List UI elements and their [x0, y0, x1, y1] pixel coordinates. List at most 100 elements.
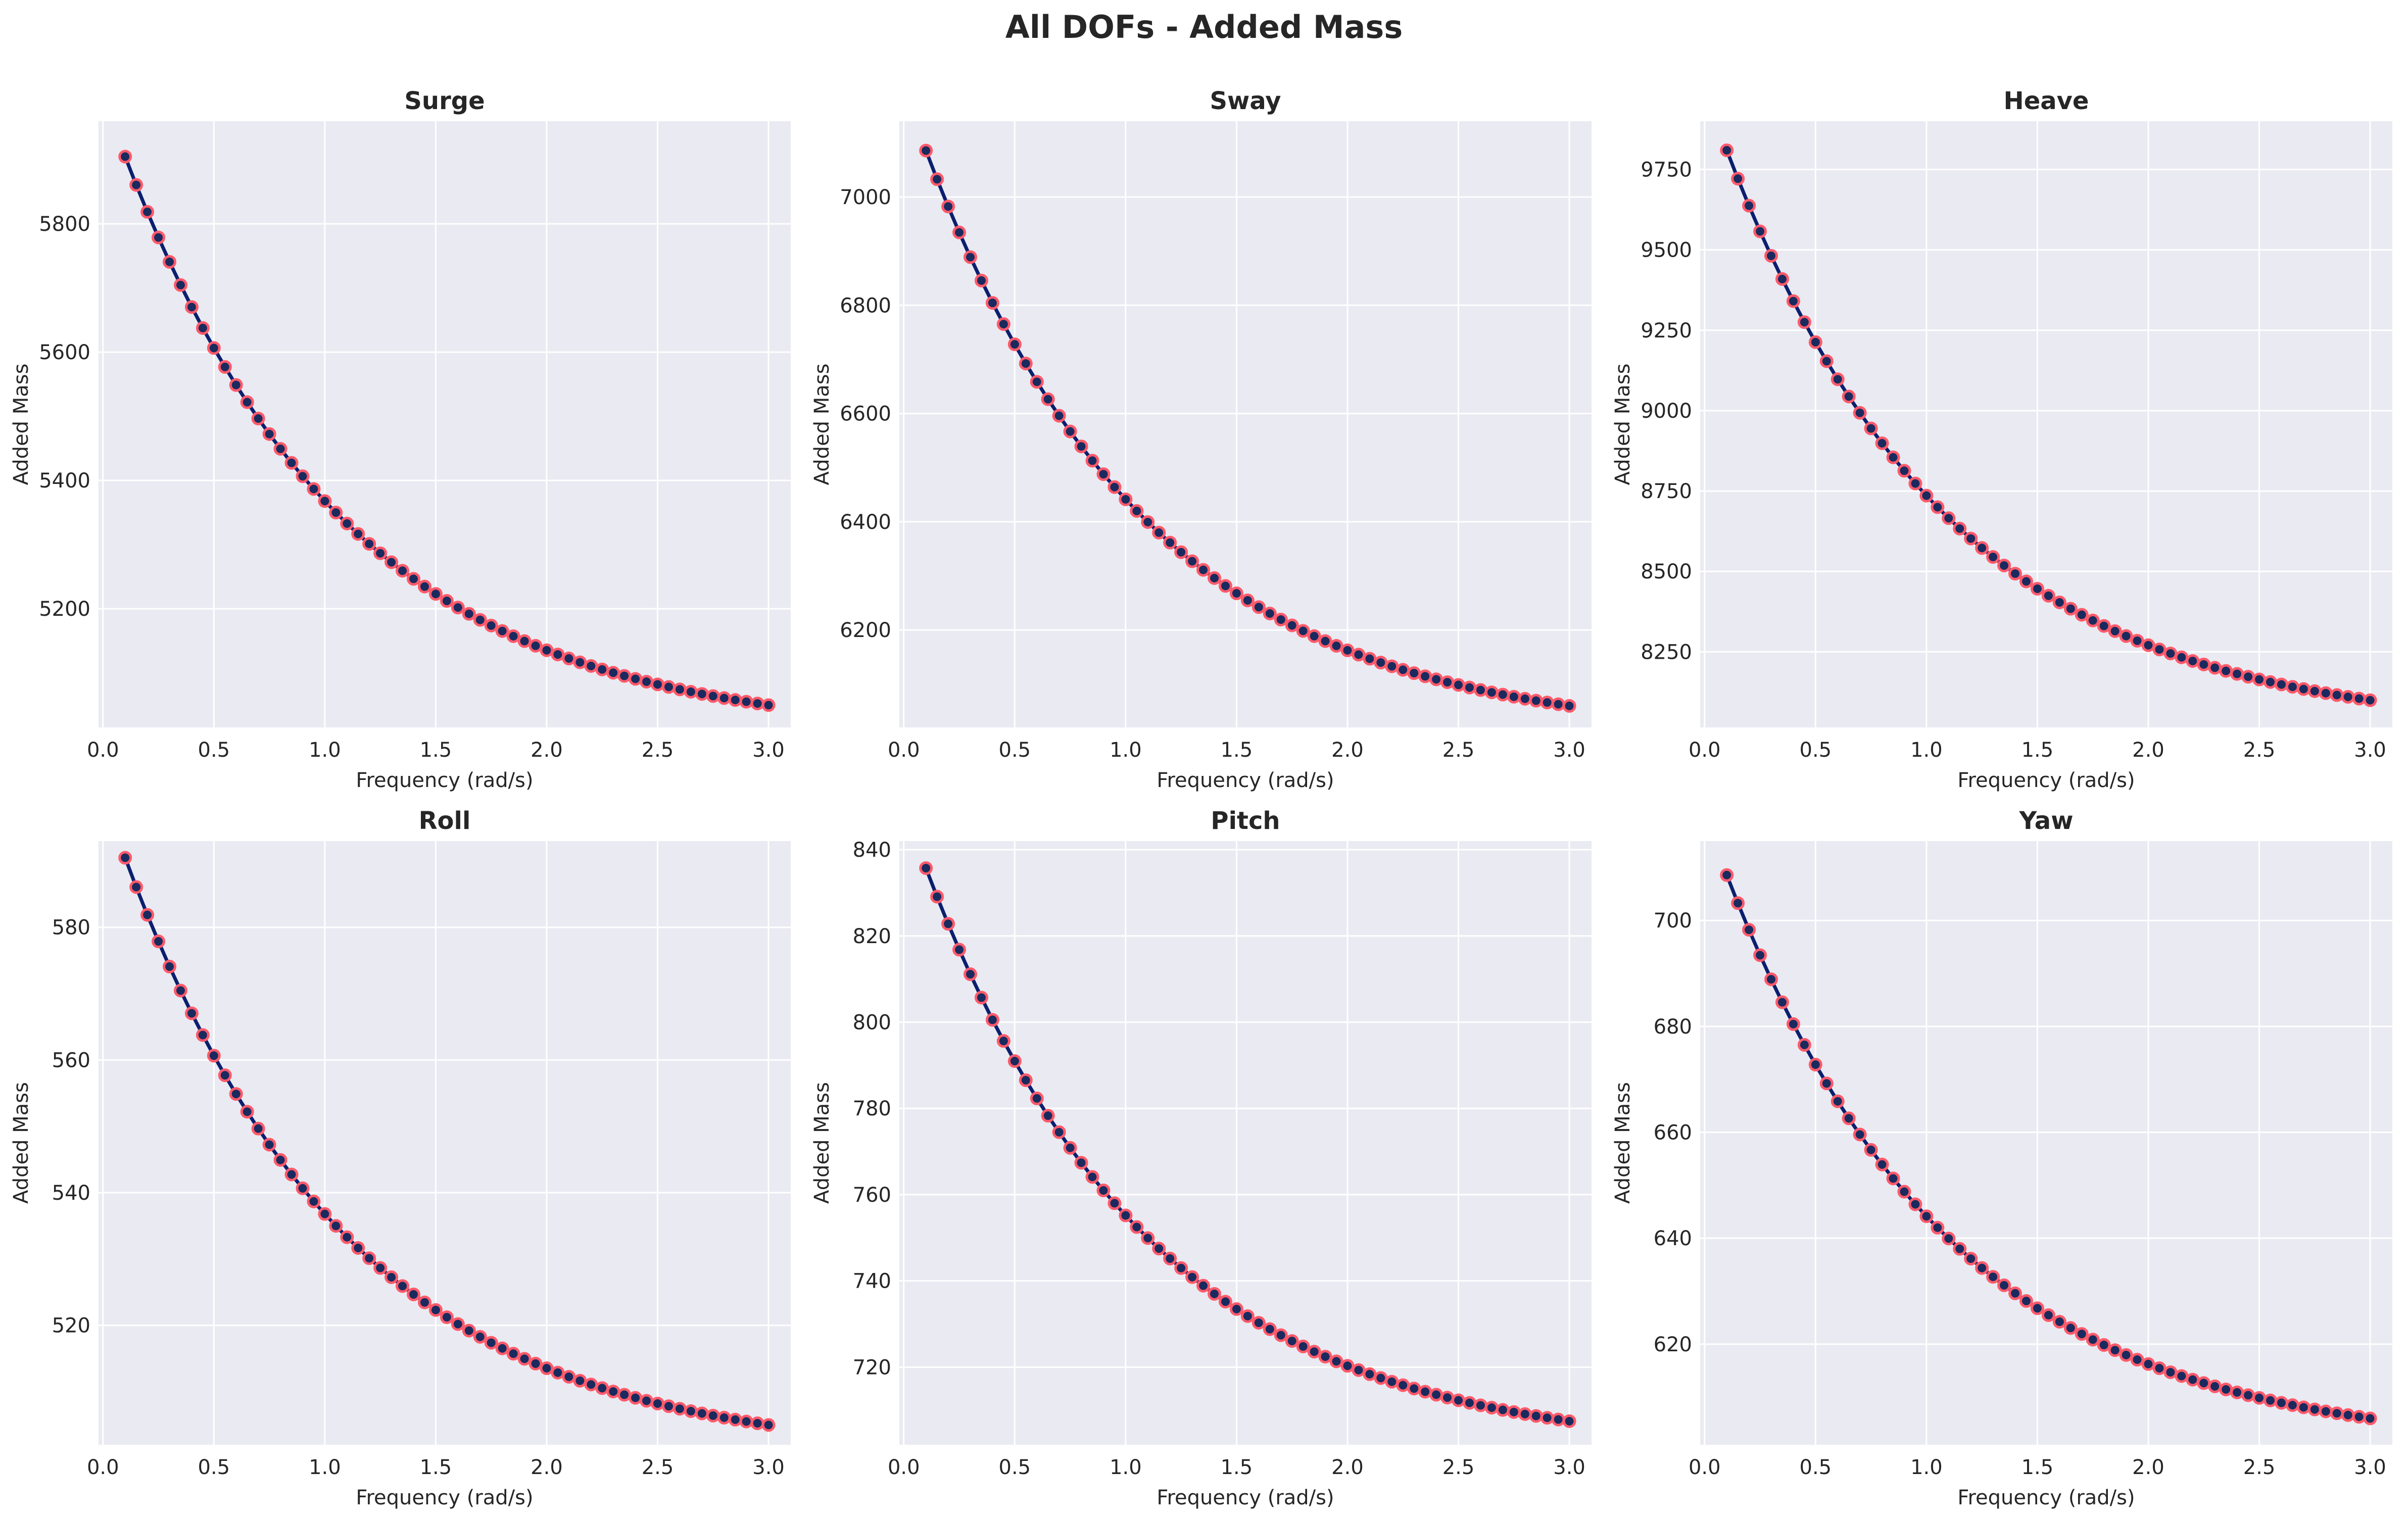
x-tick-label: 0.0	[1689, 739, 1721, 762]
data-point	[1251, 1316, 1266, 1330]
data-point	[2041, 1308, 2055, 1322]
data-point	[2163, 1365, 2178, 1379]
data-point	[1019, 357, 1033, 371]
y-tick-label: 740	[853, 1270, 891, 1293]
data-point	[440, 594, 454, 608]
figure-title: All DOFs - Added Mass	[1005, 9, 1403, 45]
data-point	[1797, 315, 1811, 329]
data-point	[1418, 669, 1432, 683]
data-point	[1507, 690, 1521, 704]
data-point	[1496, 688, 1510, 702]
data-point	[2041, 589, 2055, 603]
data-point	[739, 1414, 753, 1429]
data-point	[2274, 677, 2288, 692]
data-point	[2219, 664, 2233, 678]
y-tick-label: 520	[52, 1314, 90, 1338]
data-point	[1942, 511, 1956, 525]
data-point	[661, 1399, 676, 1413]
data-point	[2108, 1343, 2122, 1357]
x-tick-label: 2.5	[2243, 1456, 2276, 1479]
data-point	[517, 634, 532, 648]
data-point	[2130, 633, 2144, 648]
series-markers-pitch	[919, 861, 1576, 1428]
data-point	[672, 1402, 687, 1416]
data-point	[495, 624, 509, 638]
data-point	[606, 1385, 620, 1399]
data-point	[1141, 515, 1155, 529]
data-point	[296, 469, 310, 483]
data-point	[129, 880, 143, 894]
data-point	[1318, 1350, 1332, 1364]
y-tick-label: 840	[853, 839, 891, 862]
data-point	[1185, 554, 1199, 568]
data-point	[996, 317, 1010, 331]
data-point	[173, 278, 187, 292]
data-point	[952, 225, 967, 239]
x-tick-label: 3.0	[1553, 739, 1585, 762]
data-point	[152, 230, 166, 244]
y-tick-label: 5200	[39, 598, 90, 621]
data-point	[1864, 421, 1878, 435]
data-point	[1753, 224, 1767, 238]
data-point	[2219, 1383, 2233, 1397]
data-point	[1296, 1339, 1310, 1353]
data-point	[651, 677, 665, 692]
data-point	[318, 494, 332, 508]
data-point	[473, 1330, 487, 1344]
data-point	[1764, 972, 1778, 987]
x-axis-label: Frequency (rad/s)	[1957, 1486, 2135, 1509]
data-point	[1797, 1038, 1811, 1052]
data-point	[196, 1028, 210, 1042]
x-tick-label: 2.5	[642, 739, 674, 762]
data-point	[1919, 1209, 1934, 1223]
data-point	[2330, 688, 2344, 702]
data-point	[919, 143, 933, 158]
data-point	[728, 693, 742, 707]
y-tick-label: 720	[853, 1356, 891, 1379]
data-point	[2197, 657, 2211, 671]
data-point	[140, 205, 155, 219]
data-point	[417, 1295, 431, 1309]
data-point	[2186, 654, 2200, 668]
data-point	[1742, 923, 1756, 937]
data-point	[473, 613, 487, 627]
data-point	[1819, 354, 1834, 368]
data-point	[1540, 696, 1554, 710]
x-tick-label: 2.0	[1331, 739, 1364, 762]
data-point	[2030, 1301, 2044, 1315]
data-point	[163, 959, 177, 973]
data-point	[462, 607, 476, 621]
data-point	[1775, 272, 1789, 286]
x-tick-label: 0.5	[1800, 739, 1832, 762]
data-point	[1473, 1398, 1487, 1412]
data-point	[318, 1207, 332, 1221]
data-point	[1808, 1058, 1822, 1072]
data-point	[1208, 571, 1222, 585]
data-point	[1908, 476, 1922, 491]
data-point	[1931, 500, 1945, 514]
data-point	[262, 427, 276, 441]
data-point	[1185, 1270, 1199, 1284]
data-point	[761, 698, 776, 712]
data-point	[1407, 666, 1421, 680]
data-point	[1908, 1197, 1922, 1211]
data-point	[1274, 1328, 1288, 1342]
data-point	[2097, 619, 2111, 633]
subplot-title: Pitch	[1211, 807, 1280, 835]
data-point	[1318, 634, 1332, 648]
data-point	[2075, 608, 2089, 622]
x-tick-label: 2.5	[1442, 739, 1475, 762]
data-point	[1452, 1393, 1466, 1407]
x-tick-label: 2.0	[2132, 739, 2164, 762]
plot-area	[899, 841, 1592, 1445]
data-point	[1352, 1363, 1366, 1377]
data-point	[2063, 602, 2078, 616]
data-point	[695, 687, 709, 701]
x-tick-label: 1.5	[2021, 1456, 2054, 1479]
x-tick-label: 2.5	[1442, 1456, 1475, 1479]
x-tick-label: 2.5	[2243, 739, 2276, 762]
data-point	[1196, 1279, 1211, 1293]
data-point	[1775, 995, 1789, 1009]
data-point	[1529, 1409, 1543, 1423]
